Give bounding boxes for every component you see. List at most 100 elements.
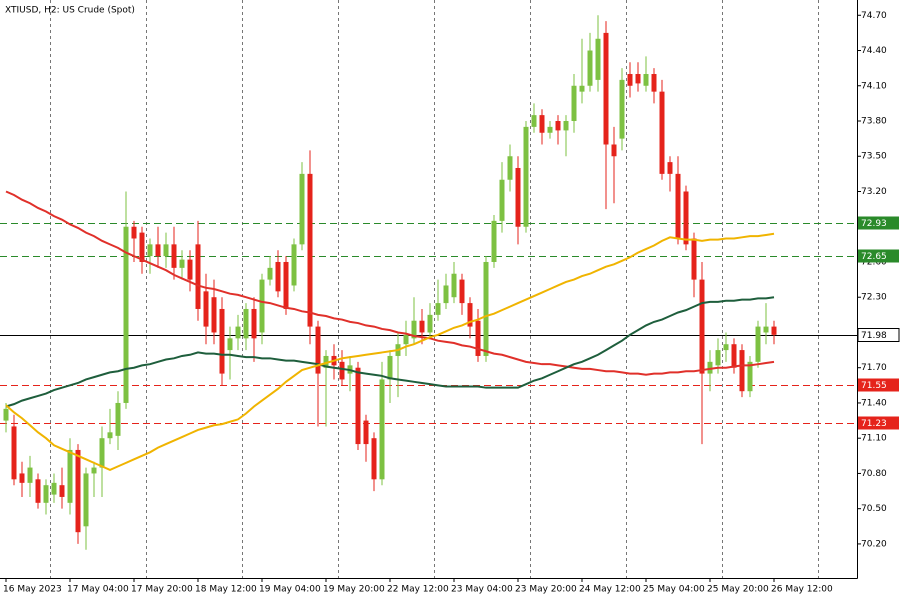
candle-body bbox=[371, 438, 377, 480]
candle-body bbox=[771, 326, 777, 335]
candle-body bbox=[83, 473, 89, 527]
candle-body bbox=[27, 467, 33, 483]
candle-body bbox=[451, 273, 457, 298]
candle-body bbox=[571, 85, 577, 122]
candle-body bbox=[131, 226, 137, 239]
candle-body bbox=[427, 314, 433, 333]
candle-body bbox=[107, 432, 113, 439]
plot bbox=[3, 15, 777, 550]
candle-body bbox=[91, 467, 97, 474]
candle-body bbox=[523, 126, 529, 227]
y-tick-label: 71.70 bbox=[861, 363, 887, 373]
candle-body bbox=[339, 361, 345, 380]
y-tick-label: 74.40 bbox=[861, 46, 887, 56]
candle-body bbox=[315, 326, 321, 374]
candle-body bbox=[699, 279, 705, 374]
level-label-box bbox=[858, 416, 899, 430]
candle-body bbox=[579, 85, 585, 92]
candle-body bbox=[43, 485, 49, 503]
candle-body bbox=[323, 355, 329, 368]
moving-average bbox=[5, 190, 775, 376]
candle-body bbox=[75, 449, 81, 533]
x-tick-label: 25 May 20:00 bbox=[707, 585, 769, 595]
candle-body bbox=[499, 179, 505, 221]
candle-body bbox=[259, 279, 265, 333]
candle-body bbox=[627, 74, 633, 86]
candle-body bbox=[139, 232, 145, 262]
moving-average bbox=[5, 296, 775, 408]
candle-body bbox=[411, 320, 417, 339]
candle-body bbox=[459, 279, 465, 304]
candle-body bbox=[563, 121, 569, 131]
y-tick-label: 74.10 bbox=[861, 81, 887, 91]
x-tick-label: 19 May 20:00 bbox=[323, 585, 385, 595]
candle-body bbox=[435, 303, 441, 315]
candle-body bbox=[483, 261, 489, 356]
candle-body bbox=[507, 156, 513, 180]
candle-body bbox=[763, 326, 769, 333]
candle-body bbox=[659, 91, 665, 174]
candle-body bbox=[547, 126, 553, 133]
y-tick-label: 70.20 bbox=[861, 539, 887, 549]
candle-body bbox=[363, 420, 369, 445]
candle-body bbox=[515, 167, 521, 227]
x-tick-label: 19 May 04:00 bbox=[259, 585, 321, 595]
x-tick-label: 16 May 2023 bbox=[3, 585, 62, 595]
level-label: 72.65 bbox=[861, 252, 887, 262]
candle-body bbox=[643, 74, 649, 86]
candle-body bbox=[555, 121, 561, 131]
y-tick-label: 73.80 bbox=[861, 117, 887, 127]
candle-body bbox=[155, 244, 161, 257]
candle-body bbox=[387, 355, 393, 380]
level-label: 71.55 bbox=[861, 381, 887, 391]
candle-body bbox=[587, 50, 593, 86]
candle-body bbox=[19, 473, 25, 483]
candle-body bbox=[747, 361, 753, 392]
candle-body bbox=[355, 367, 361, 445]
candle-body bbox=[539, 115, 545, 133]
candle-body bbox=[235, 326, 241, 339]
level-label: 71.23 bbox=[861, 419, 887, 429]
level-label: 71.98 bbox=[861, 331, 887, 341]
candle-body bbox=[635, 74, 641, 84]
x-tick-label: 17 May 04:00 bbox=[67, 585, 129, 595]
x-tick-label: 25 May 04:00 bbox=[643, 585, 705, 595]
x-tick-label: 24 May 12:00 bbox=[579, 585, 641, 595]
candle-body bbox=[99, 438, 105, 468]
candle-body bbox=[619, 79, 625, 139]
candle-body bbox=[115, 402, 121, 436]
chart-title: XTIUSD, H2: US Crude (Spot) bbox=[5, 6, 135, 16]
candle-body bbox=[419, 320, 425, 333]
candle-body bbox=[187, 259, 193, 280]
candle-body bbox=[299, 173, 305, 245]
level-label-box bbox=[858, 249, 899, 263]
candle-body bbox=[467, 303, 473, 327]
candle-body bbox=[611, 144, 617, 157]
y-tick-label: 72.30 bbox=[861, 293, 887, 303]
candle-body bbox=[243, 308, 249, 339]
candle-body bbox=[731, 344, 737, 368]
candle-body bbox=[195, 244, 201, 309]
candle-body bbox=[251, 308, 257, 339]
grid bbox=[0, 0, 857, 578]
candle-body bbox=[3, 408, 9, 421]
x-tick-label: 17 May 20:00 bbox=[131, 585, 193, 595]
y-tick-label: 70.80 bbox=[861, 469, 887, 479]
candle-body bbox=[739, 350, 745, 392]
x-tick-label: 18 May 12:00 bbox=[195, 585, 257, 595]
candle-body bbox=[59, 485, 65, 497]
y-tick-label: 73.20 bbox=[861, 187, 887, 197]
candle-body bbox=[723, 344, 729, 351]
x-tick-label: 22 May 12:00 bbox=[387, 585, 449, 595]
candle-body bbox=[675, 173, 681, 239]
candle-body bbox=[595, 38, 601, 80]
candle-body bbox=[531, 115, 537, 127]
candle-body bbox=[179, 259, 185, 268]
candle-body bbox=[475, 320, 481, 356]
y-tick-label: 71.40 bbox=[861, 398, 887, 408]
candle-body bbox=[707, 361, 713, 374]
x-tick-label: 23 May 20:00 bbox=[515, 585, 577, 595]
level-label-box bbox=[857, 328, 900, 342]
